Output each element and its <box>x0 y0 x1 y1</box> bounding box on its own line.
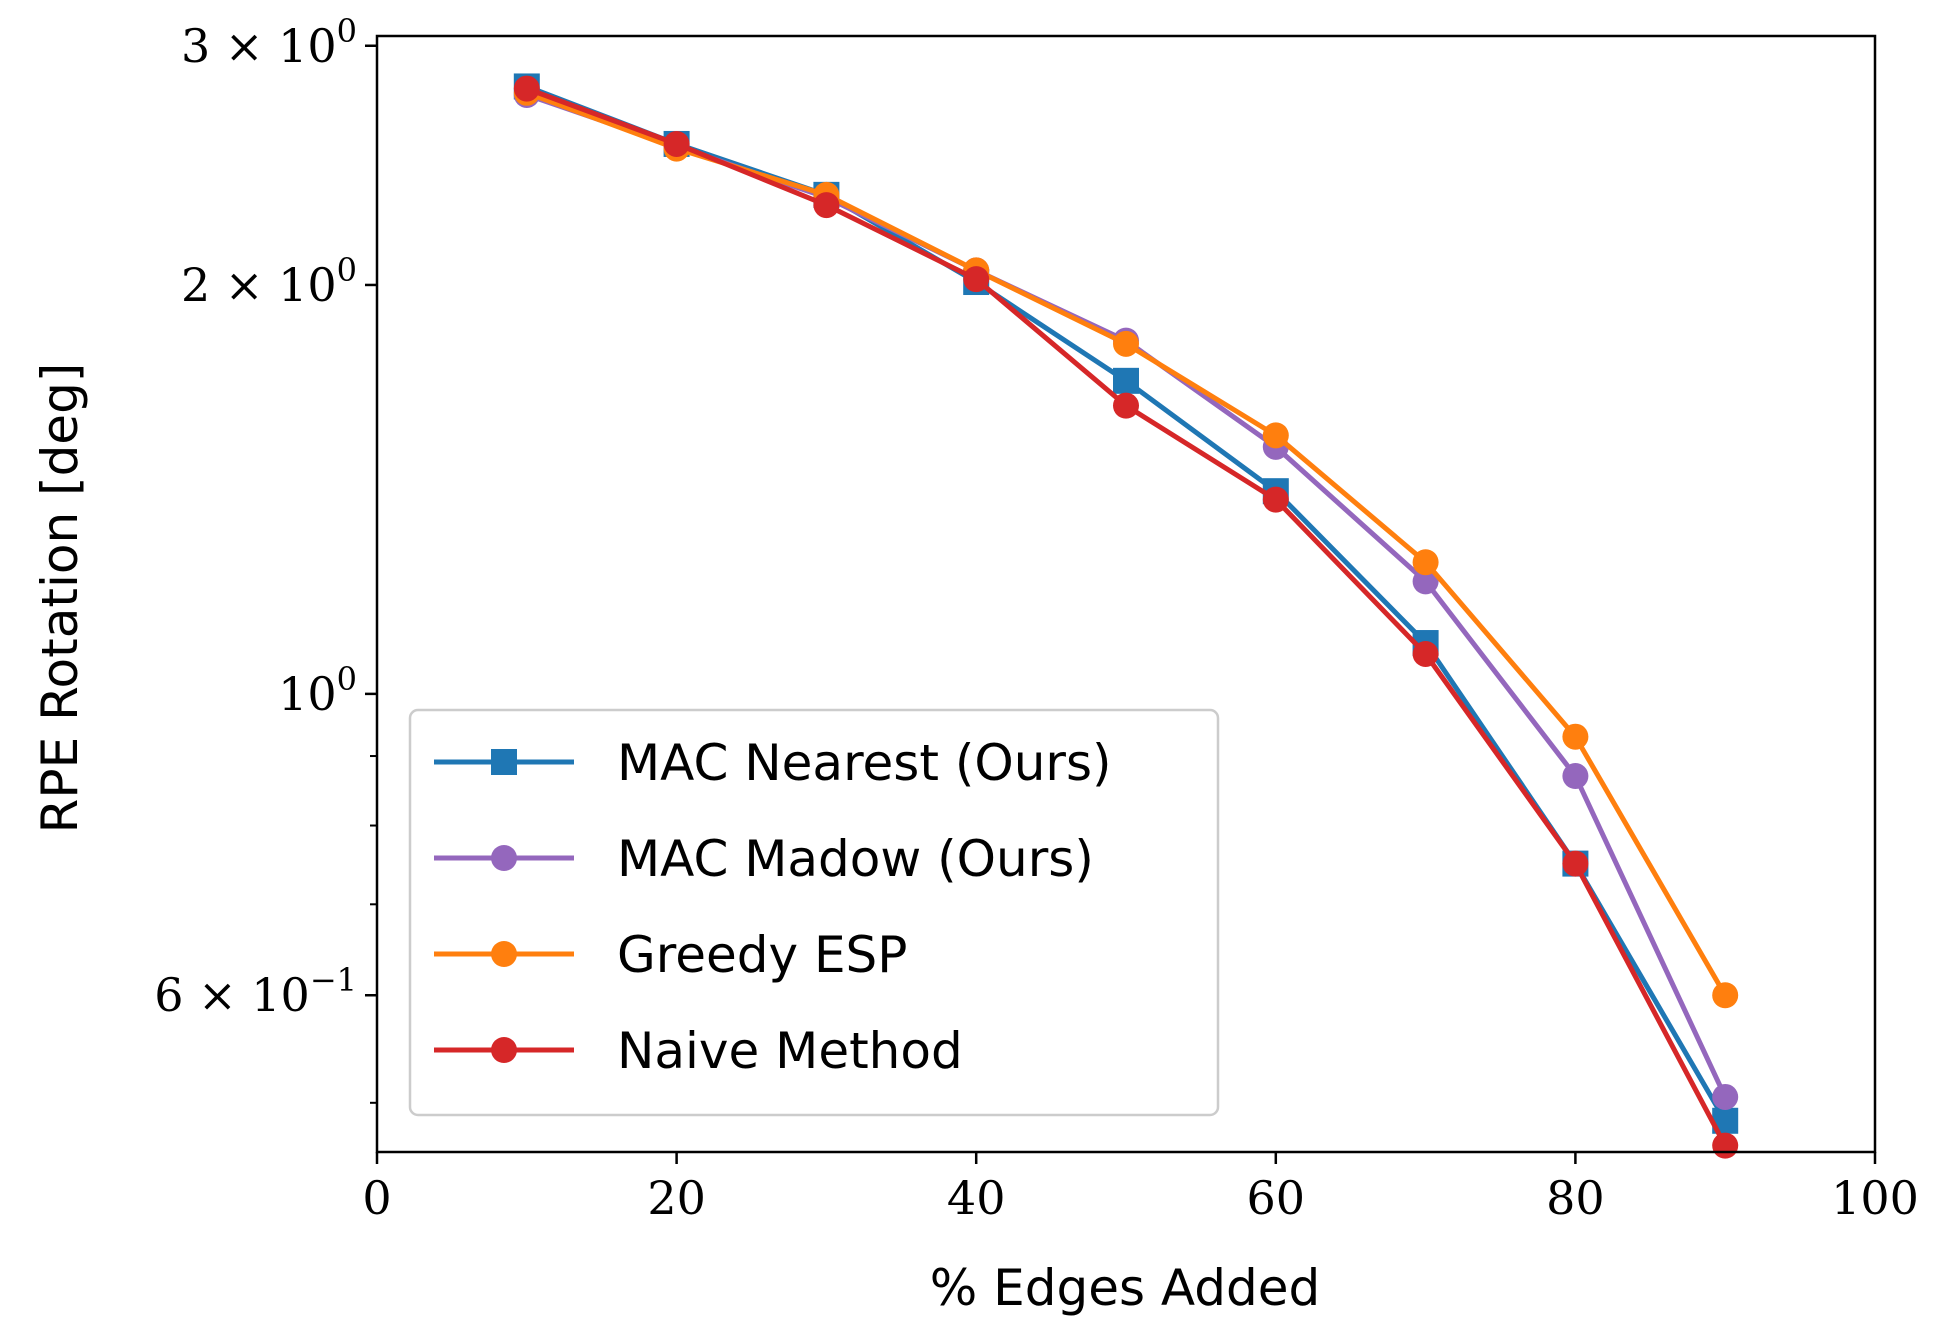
data-point <box>1113 392 1139 419</box>
data-point <box>963 266 990 293</box>
data-point <box>1262 422 1289 449</box>
data-point <box>1262 486 1289 513</box>
data-point <box>1712 982 1739 1009</box>
legend-label: MAC Madow (Ours) <box>617 830 1094 888</box>
x-tick-label: 100 <box>1831 1171 1919 1225</box>
legend-marker <box>491 749 517 775</box>
data-point <box>1412 568 1439 595</box>
y-tick-label: 100 <box>278 660 357 721</box>
legend: MAC Nearest (Ours) MAC Madow (Ours) Greedy… <box>408 708 1220 1117</box>
data-point <box>1712 1132 1739 1159</box>
x-axis-title: % Edges Added <box>930 1259 1320 1317</box>
data-point <box>1562 763 1589 790</box>
x-tick-label: 40 <box>947 1171 1006 1225</box>
y-tick-label: 2 × 100 <box>181 251 357 312</box>
legend-marker <box>491 1037 517 1063</box>
plot-frame <box>375 34 1877 1154</box>
legend-item: MAC Madow (Ours) <box>434 830 1094 888</box>
data-point <box>1113 330 1139 357</box>
data-point <box>813 192 840 219</box>
series-layer <box>513 73 1739 1159</box>
axes-layer: 0 20 40 60 80 100 3 × 100 2 × 100 100 6 × 10−1 <box>154 12 1919 1225</box>
data-point <box>1113 367 1139 394</box>
legend-marker <box>491 845 517 871</box>
data-point <box>663 130 690 157</box>
data-point <box>513 75 540 102</box>
x-tick-label: 0 <box>362 1171 391 1225</box>
legend-item: Naive Method <box>434 1022 963 1080</box>
data-point <box>1412 640 1439 667</box>
legend-label: MAC Nearest (Ours) <box>617 734 1112 792</box>
y-tick-label: 3 × 100 <box>181 12 357 73</box>
data-point <box>1562 723 1589 750</box>
data-point <box>1712 1083 1739 1110</box>
legend-item: MAC Nearest (Ours) <box>434 734 1112 792</box>
legend-label: Greedy ESP <box>617 926 907 984</box>
y-axis-title: RPE Rotation [deg] <box>31 363 89 834</box>
x-tick-label: 60 <box>1247 1171 1306 1225</box>
data-point <box>1412 549 1439 576</box>
x-tick-label: 80 <box>1546 1171 1605 1225</box>
legend-item: Greedy ESP <box>434 926 907 984</box>
data-point <box>1562 850 1589 877</box>
legend-label: Naive Method <box>617 1022 963 1080</box>
series-4 <box>513 75 1739 1159</box>
x-tick-label: 20 <box>647 1171 706 1225</box>
legend-marker <box>491 941 517 967</box>
y-tick-label: 6 × 10−1 <box>154 961 357 1022</box>
legend-box <box>408 708 1220 1117</box>
